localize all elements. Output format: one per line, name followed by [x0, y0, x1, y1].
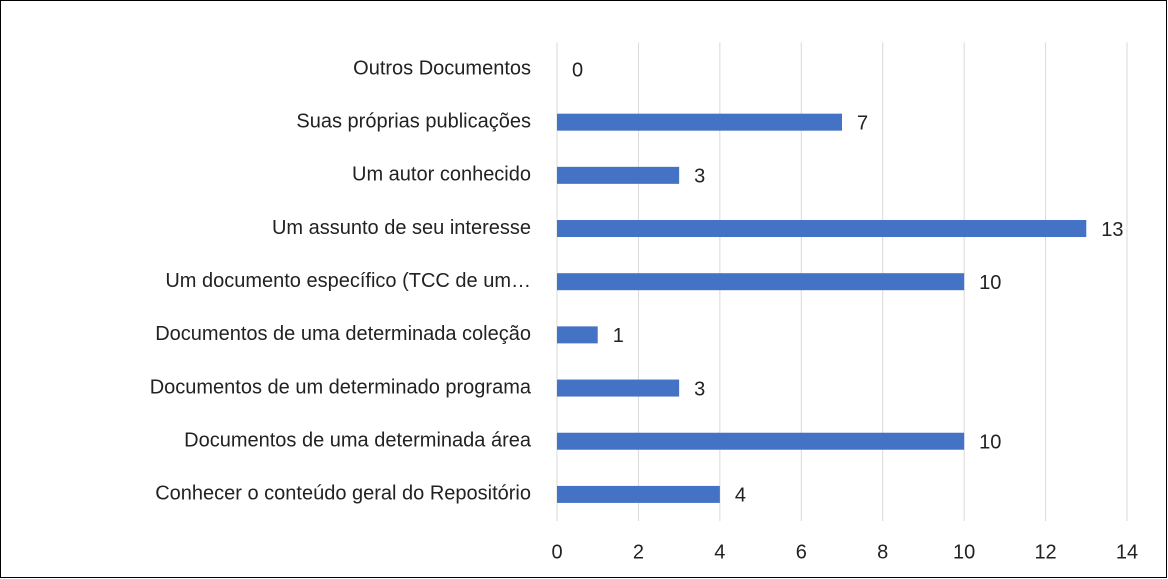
x-tick-label: 14	[1116, 541, 1138, 563]
y-tick-label: Suas próprias publicações	[296, 110, 531, 132]
x-tick-label: 0	[551, 541, 562, 563]
y-tick-label: Documentos de uma determinada área	[184, 430, 532, 452]
data-label: 0	[572, 59, 583, 81]
y-tick-label: Um autor conhecido	[352, 164, 531, 186]
bar	[557, 166, 680, 184]
data-label: 3	[694, 378, 705, 400]
data-label: 10	[979, 272, 1001, 294]
data-label: 10	[979, 432, 1001, 454]
y-tick-label: Um assunto de seu interesse	[272, 217, 531, 239]
y-tick-label: Documentos de um determinado programa	[150, 376, 532, 398]
data-label: 3	[694, 166, 705, 188]
x-tick-label: 8	[877, 541, 888, 563]
x-tick-label: 4	[714, 541, 725, 563]
y-tick-label: Documentos de uma determinada coleção	[155, 323, 531, 345]
bar	[557, 273, 965, 291]
data-label: 13	[1101, 219, 1123, 241]
x-tick-label: 10	[953, 541, 975, 563]
y-tick-label: Outros Documentos	[353, 57, 531, 79]
bar	[557, 485, 720, 503]
y-tick-label: Um documento específico (TCC de um…	[165, 270, 531, 292]
y-tick-label: Conhecer o conteúdo geral do Repositório	[155, 483, 531, 505]
bar	[557, 326, 598, 344]
bar	[557, 432, 965, 450]
x-tick-label: 2	[633, 541, 644, 563]
bar	[557, 379, 680, 397]
x-tick-label: 6	[796, 541, 807, 563]
data-label: 4	[735, 485, 746, 507]
bar	[557, 220, 1087, 238]
x-tick-label: 12	[1034, 541, 1056, 563]
data-label: 7	[857, 112, 868, 134]
bar	[557, 113, 842, 131]
data-label: 1	[613, 325, 624, 347]
